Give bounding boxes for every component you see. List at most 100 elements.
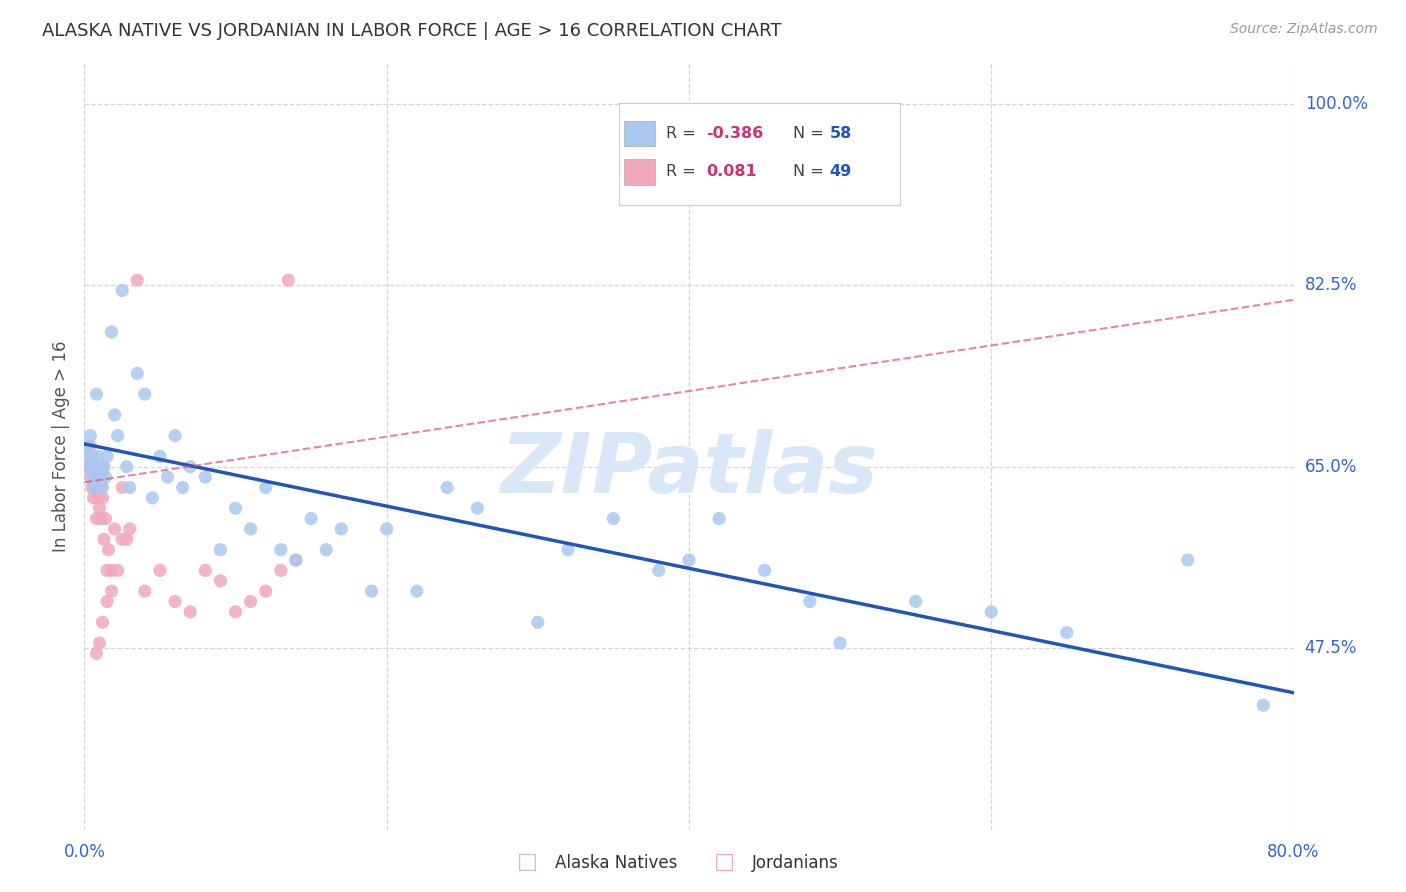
Point: [754, 563, 776, 577]
Point: [79, 439, 101, 453]
Point: [285, 553, 308, 567]
Point: [111, 533, 134, 547]
Text: Source: ZipAtlas.com: Source: ZipAtlas.com: [1230, 22, 1378, 37]
Point: [82, 480, 104, 494]
Point: [225, 501, 247, 516]
Text: R =: R =: [666, 164, 702, 179]
Point: [557, 542, 579, 557]
Point: [87, 450, 110, 464]
Point: [115, 533, 138, 547]
Text: 49: 49: [830, 164, 852, 179]
Text: □: □: [517, 853, 537, 872]
Text: 100.0%: 100.0%: [1305, 95, 1368, 113]
Point: [830, 636, 852, 650]
Point: [209, 542, 232, 557]
Point: [96, 450, 118, 464]
Point: [799, 594, 821, 608]
Text: 82.5%: 82.5%: [1305, 277, 1357, 294]
Point: [299, 511, 322, 525]
Point: [82, 459, 104, 474]
Text: Alaska Natives: Alaska Natives: [555, 855, 678, 872]
Point: [678, 553, 700, 567]
Text: N =: N =: [793, 164, 830, 179]
Point: [100, 325, 122, 339]
Point: [165, 428, 187, 442]
Point: [360, 584, 382, 599]
Point: [904, 594, 927, 608]
Point: [100, 563, 122, 577]
Point: [86, 646, 108, 660]
Point: [111, 480, 134, 494]
Point: [91, 480, 114, 494]
Point: [100, 584, 122, 599]
Point: [277, 273, 299, 287]
Y-axis label: In Labor Force | Age > 16: In Labor Force | Age > 16: [52, 340, 70, 552]
Point: [84, 459, 107, 474]
Point: [225, 605, 247, 619]
Point: [91, 459, 114, 474]
Point: [270, 542, 292, 557]
Point: [254, 584, 277, 599]
Point: [104, 522, 127, 536]
Point: [79, 459, 101, 474]
Point: [127, 273, 149, 287]
Point: [1253, 698, 1275, 713]
Point: [87, 459, 110, 474]
Text: 47.5%: 47.5%: [1305, 640, 1357, 657]
Point: [104, 408, 127, 422]
Point: [1056, 625, 1078, 640]
Point: [96, 594, 118, 608]
Text: Jordanians: Jordanians: [752, 855, 839, 872]
Point: [90, 511, 112, 525]
Point: [239, 522, 262, 536]
Point: [118, 522, 141, 536]
Point: [115, 459, 138, 474]
Point: [90, 470, 112, 484]
Point: [80, 450, 103, 464]
Point: [709, 511, 731, 525]
Point: [77, 459, 100, 474]
Text: 58: 58: [830, 126, 852, 141]
Point: [80, 480, 103, 494]
Point: [80, 470, 103, 484]
Text: R =: R =: [666, 126, 702, 141]
Point: [285, 553, 308, 567]
Point: [76, 459, 98, 474]
Point: [315, 542, 337, 557]
Point: [86, 387, 108, 401]
Point: [94, 470, 117, 484]
Point: [134, 387, 156, 401]
Point: [89, 501, 111, 516]
Point: [270, 563, 292, 577]
Point: [165, 594, 187, 608]
Point: [239, 594, 262, 608]
Bar: [624, 159, 655, 185]
Text: ALASKA NATIVE VS JORDANIAN IN LABOR FORCE | AGE > 16 CORRELATION CHART: ALASKA NATIVE VS JORDANIAN IN LABOR FORC…: [42, 22, 782, 40]
Point: [467, 501, 489, 516]
Point: [93, 459, 115, 474]
Point: [91, 491, 114, 505]
Text: -0.386: -0.386: [706, 126, 763, 141]
Point: [602, 511, 624, 525]
Point: [91, 615, 114, 630]
Point: [107, 563, 129, 577]
Point: [79, 428, 101, 442]
Point: [86, 511, 108, 525]
Point: [77, 450, 100, 464]
Point: [1177, 553, 1199, 567]
Point: [436, 480, 458, 494]
Point: [194, 470, 217, 484]
Point: [172, 480, 194, 494]
Point: [97, 542, 120, 557]
Point: [87, 491, 110, 505]
Point: [141, 491, 163, 505]
Point: [76, 439, 98, 453]
Point: [156, 470, 179, 484]
Point: [107, 428, 129, 442]
Point: [94, 511, 117, 525]
Point: [254, 480, 277, 494]
Bar: [624, 120, 655, 146]
Point: [90, 480, 112, 494]
Point: [82, 491, 104, 505]
Text: N =: N =: [793, 126, 830, 141]
